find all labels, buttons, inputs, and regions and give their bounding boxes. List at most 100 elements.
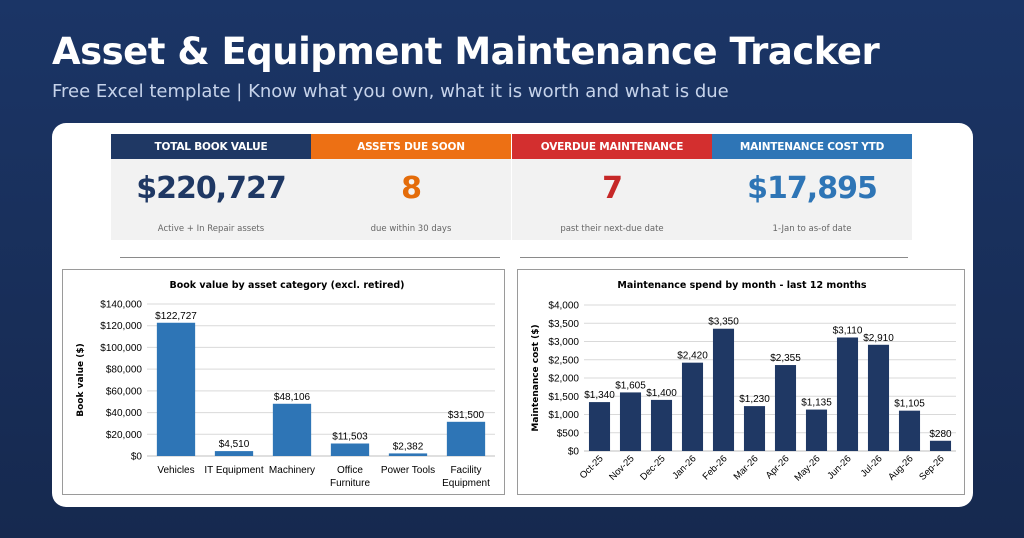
- y-tick-label: $3,500: [548, 319, 579, 330]
- bar: [712, 328, 735, 451]
- data-label: $2,382: [393, 441, 424, 452]
- divider-right: [520, 257, 908, 258]
- bar: [619, 392, 642, 451]
- data-label: $1,605: [615, 380, 646, 391]
- y-tick-label: $0: [131, 452, 143, 463]
- data-label: $1,230: [739, 394, 770, 405]
- chart-title: Maintenance spend by month - last 12 mon…: [617, 280, 866, 291]
- x-tick-label-line: Machinery: [269, 465, 315, 476]
- bar: [588, 402, 611, 451]
- x-tick-label: Dec-25: [638, 453, 667, 482]
- kpi-value: 8: [401, 171, 422, 206]
- x-tick-label: Sep-26: [917, 453, 946, 482]
- y-tick-label: $0: [568, 447, 580, 458]
- x-tick-label-line: IT Equipment: [204, 465, 264, 476]
- bar: [743, 406, 766, 451]
- kpi-total-book-value: TOTAL BOOK VALUE $220,727 Active + In Re…: [111, 134, 311, 240]
- x-tick-label: Office Furniture: [330, 465, 370, 489]
- chart-maintenance-spend[interactable]: Maintenance spend by month - last 12 mon…: [517, 269, 965, 495]
- x-tick-label: Aug-26: [886, 453, 915, 482]
- chart-book-value[interactable]: Book value by asset category (excl. reti…: [62, 269, 505, 495]
- data-label: $2,420: [677, 351, 708, 362]
- data-label: $3,350: [708, 317, 739, 328]
- data-label: $1,105: [894, 399, 925, 410]
- chart-book-value-svg: Book value by asset category (excl. reti…: [76, 280, 495, 489]
- x-tick-label: May-26: [792, 453, 822, 483]
- y-tick-label: $60,000: [106, 386, 143, 397]
- bar: [330, 443, 370, 456]
- page-title: Asset & Equipment Maintenance Tracker: [52, 30, 880, 73]
- chart-maintenance-spend-svg: Maintenance spend by month - last 12 mon…: [531, 280, 956, 484]
- kpi-assets-due-soon: ASSETS DUE SOON 8 due within 30 days: [311, 134, 511, 240]
- x-tick-label: Machinery: [269, 465, 315, 476]
- x-tick-label: Mar-26: [732, 453, 761, 482]
- x-tick-label-line: Equipment: [442, 478, 490, 489]
- x-tick-label: Oct-25: [578, 453, 606, 481]
- kpi-value: $17,895: [747, 171, 878, 206]
- bar: [774, 365, 797, 451]
- x-tick-label: Nov-25: [607, 453, 636, 482]
- divider-left: [120, 257, 500, 258]
- data-label: $31,500: [448, 410, 485, 421]
- bar: [214, 451, 254, 456]
- data-label: $1,135: [801, 398, 832, 409]
- data-label: $1,400: [646, 388, 677, 399]
- y-axis-label: Maintenance cost ($): [531, 324, 541, 431]
- y-tick-label: $1,500: [548, 392, 579, 403]
- x-tick-label-line: Office: [337, 465, 363, 476]
- kpi-label: OVERDUE MAINTENANCE: [512, 134, 712, 159]
- bar: [650, 399, 673, 451]
- y-axis-label: Book value ($): [76, 343, 86, 417]
- x-tick-label: Jun-26: [825, 453, 853, 481]
- x-tick-label-line: Power Tools: [381, 465, 435, 476]
- y-tick-label: $80,000: [106, 365, 143, 376]
- y-tick-label: $100,000: [100, 343, 142, 354]
- bar: [836, 337, 859, 451]
- kpi-value: $220,727: [136, 171, 287, 206]
- x-tick-label: Feb-26: [701, 453, 730, 482]
- y-tick-label: $2,000: [548, 374, 579, 385]
- data-label: $3,110: [833, 325, 863, 336]
- y-tick-label: $3,000: [548, 337, 579, 348]
- bar: [898, 410, 921, 451]
- data-label: $11,503: [332, 432, 368, 443]
- x-tick-label: Jan-26: [670, 453, 698, 481]
- x-tick-label-line: Furniture: [330, 478, 370, 489]
- y-tick-label: $140,000: [100, 300, 142, 311]
- chart-title: Book value by asset category (excl. reti…: [169, 280, 404, 291]
- data-label: $2,910: [863, 333, 894, 344]
- x-tick-label-line: Vehicles: [157, 465, 194, 476]
- y-tick-label: $500: [557, 428, 580, 439]
- y-tick-label: $4,000: [548, 301, 579, 312]
- data-label: $2,355: [770, 353, 801, 364]
- bar: [867, 344, 890, 451]
- x-tick-label-line: Facility: [450, 465, 481, 476]
- kpi-label: ASSETS DUE SOON: [311, 134, 511, 159]
- page-subtitle: Free Excel template | Know what you own,…: [52, 81, 729, 102]
- x-tick-label: Power Tools: [381, 465, 435, 476]
- y-tick-label: $20,000: [106, 430, 143, 441]
- kpi-maintenance-cost-ytd: MAINTENANCE COST YTD $17,895 1-Jan to as…: [712, 134, 912, 240]
- data-label: $280: [929, 429, 952, 440]
- x-tick-label: Apr-26: [764, 453, 792, 481]
- x-tick-label: Vehicles: [157, 465, 194, 476]
- x-tick-label: IT Equipment: [204, 465, 264, 476]
- bar: [388, 453, 428, 456]
- dashboard-card: TOTAL BOOK VALUE $220,727 Active + In Re…: [52, 123, 973, 507]
- kpi-label: MAINTENANCE COST YTD: [712, 134, 912, 159]
- kpi-note: Active + In Repair assets: [157, 224, 265, 234]
- bar: [805, 409, 828, 451]
- data-label: $4,510: [219, 439, 250, 450]
- kpi-value: 7: [602, 171, 623, 206]
- data-label: $48,106: [274, 392, 311, 403]
- bar: [272, 403, 312, 456]
- data-label: $1,340: [584, 390, 615, 401]
- x-tick-label: Facility Equipment: [442, 465, 490, 489]
- bar: [446, 421, 486, 456]
- kpi-note: past their next-due date: [560, 224, 664, 234]
- data-label: $122,727: [155, 311, 197, 322]
- y-tick-label: $120,000: [100, 321, 142, 332]
- y-tick-label: $1,000: [548, 410, 579, 421]
- bar: [681, 362, 704, 451]
- bar: [156, 322, 196, 456]
